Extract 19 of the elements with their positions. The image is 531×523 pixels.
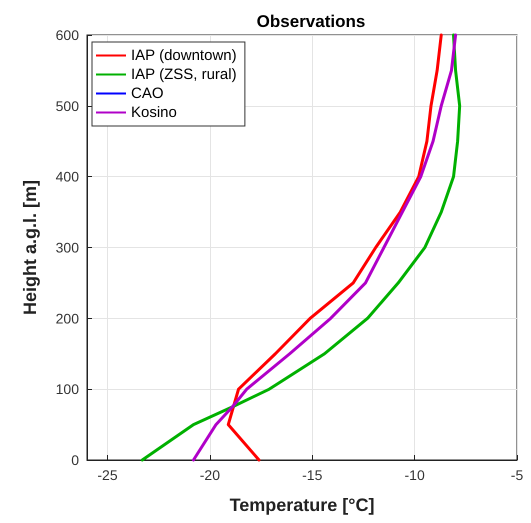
chart-title: Observations <box>256 12 366 31</box>
x-tick-label: -25 <box>97 467 118 483</box>
x-tick-label: -15 <box>302 467 323 483</box>
y-tick-label: 500 <box>56 98 80 114</box>
y-axis-title: Height a.g.l. [m] <box>20 180 40 315</box>
legend-label: IAP (downtown) <box>131 47 237 64</box>
y-tick-label: 100 <box>56 381 80 398</box>
y-tick-label: 400 <box>56 168 80 185</box>
x-tick-label: -5 <box>510 467 524 483</box>
legend-label: CAO <box>131 85 164 102</box>
y-tick-label: 200 <box>56 310 80 326</box>
legend-label: Kosino <box>131 104 177 121</box>
x-tick-label: -20 <box>200 467 220 483</box>
legend-label: IAP (ZSS, rural) <box>131 66 237 83</box>
x-axis-title: Temperature [°C] <box>230 495 374 515</box>
y-tick-label: 300 <box>56 240 80 256</box>
y-tick-label: 600 <box>56 27 80 43</box>
x-tick-label: -10 <box>404 467 425 483</box>
y-tick-label: 0 <box>71 452 80 468</box>
